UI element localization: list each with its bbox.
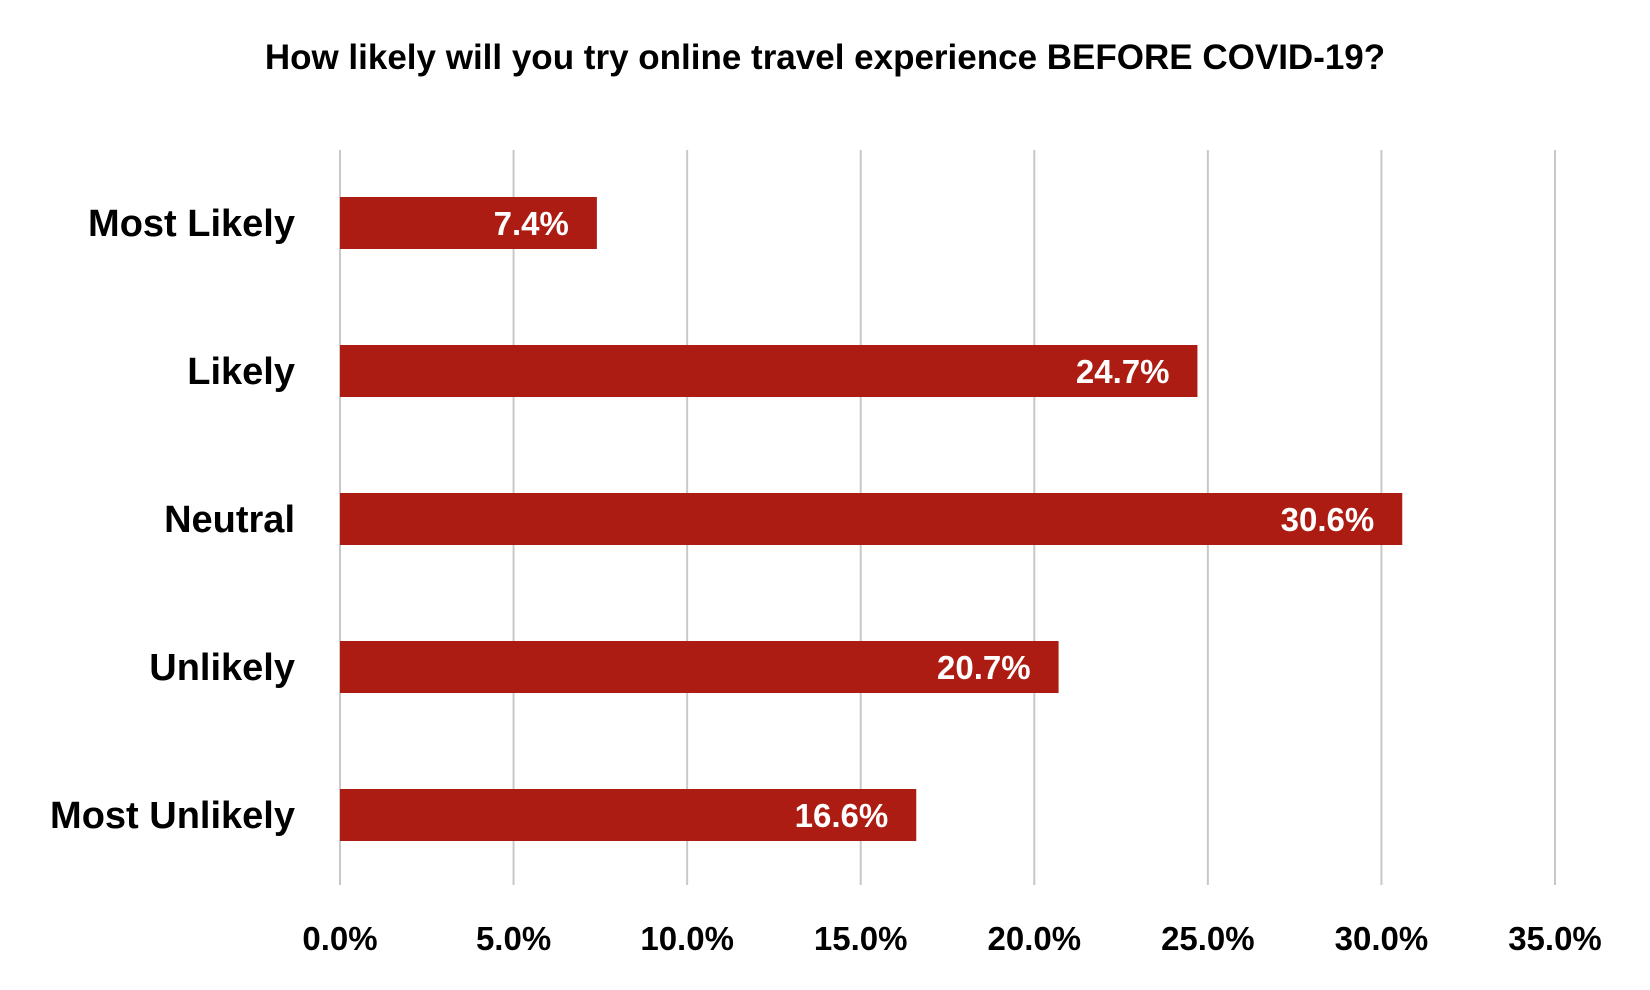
data-label: 16.6% [795, 797, 889, 834]
bar-2 [340, 493, 1403, 545]
x-tick-label: 35.0% [1508, 920, 1602, 957]
x-tick-label: 0.0% [302, 920, 377, 957]
bar-1 [340, 345, 1198, 397]
chart-title: How likely will you try online travel ex… [264, 38, 1386, 77]
x-tick-label: 25.0% [1161, 920, 1255, 957]
data-label: 7.4% [494, 205, 569, 242]
x-tick-label: 10.0% [640, 920, 734, 957]
x-tick-label: 20.0% [987, 920, 1081, 957]
bar-4 [340, 789, 917, 841]
x-tick-label: 30.0% [1335, 920, 1429, 957]
x-tick-label: 5.0% [476, 920, 551, 957]
bar-0 [340, 197, 597, 249]
data-label: 24.7% [1076, 353, 1170, 390]
x-tick-label: 15.0% [814, 920, 908, 957]
data-label: 20.7% [937, 649, 1031, 686]
category-label: Unlikely [149, 647, 295, 689]
data-label: 30.6% [1281, 501, 1375, 538]
bar-3 [340, 641, 1059, 693]
category-label: Most Likely [88, 203, 295, 245]
category-label: Neutral [164, 499, 295, 541]
category-label: Likely [187, 351, 295, 393]
category-label: Most Unlikely [50, 795, 295, 837]
